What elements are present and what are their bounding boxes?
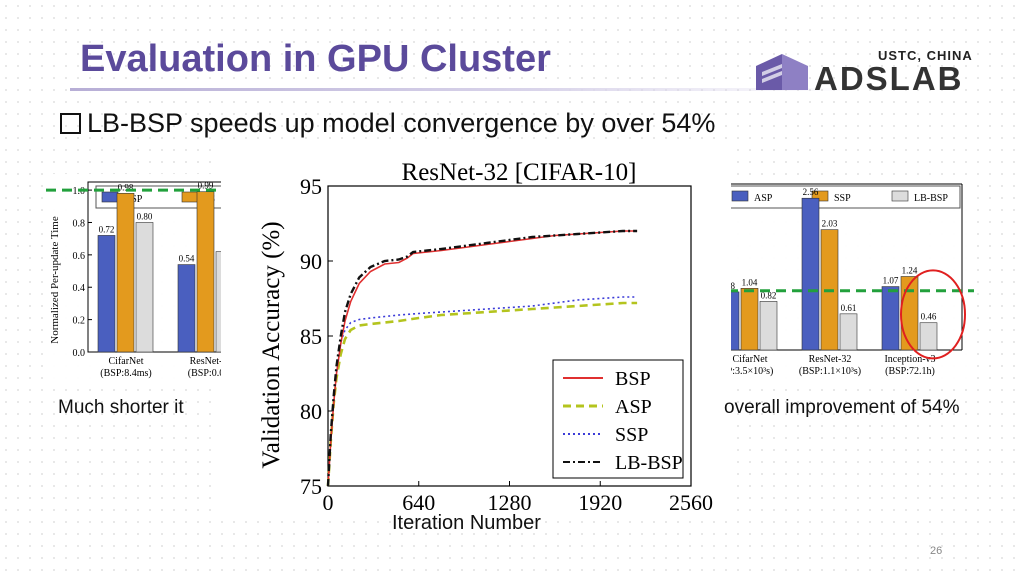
line-legend-label: LB-BSP: [615, 452, 683, 474]
right-bar-value-label: 98: [728, 281, 736, 291]
right-category-sublabel: P:3.5×10³s): [728, 366, 773, 377]
left-chart-ytick-label: 0.0: [73, 348, 86, 359]
highlight-circle: [900, 269, 966, 360]
bullet-text: LB-BSP speeds up model convergence by ov…: [87, 108, 716, 138]
line-chart-xtick-label: 0: [323, 490, 334, 515]
left-bar-value-label: 0.99: [198, 181, 214, 191]
right-legend-swatch: [891, 190, 909, 202]
line-series-lb-bsp: [326, 229, 638, 487]
right-legend-label: LB-BSP: [914, 193, 948, 204]
right-bar: [839, 313, 858, 351]
checkbox-bullet-icon: [60, 113, 81, 134]
left-bar: [97, 235, 116, 353]
right-category-label: ResNet-32: [809, 354, 852, 365]
left-bar: [177, 264, 196, 353]
left-bar: [116, 193, 135, 353]
left-bar-value-label: 0.72: [99, 224, 115, 234]
right-bar: [919, 322, 938, 351]
right-bar-value-label: 0.82: [761, 290, 777, 300]
line-legend-label: BSP: [615, 368, 651, 390]
line-chart: ResNet-32 [CIFAR-10] Validation Accuracy…: [221, 142, 731, 520]
slide-title: Evaluation in GPU Cluster: [80, 38, 551, 80]
bullet-point: LB-BSP speeds up model convergence by ov…: [60, 108, 715, 139]
logo-wordmark: ADSLAB: [814, 60, 964, 97]
line-legend-label: ASP: [615, 396, 652, 418]
left-chart-ytick-label: 0.4: [73, 283, 86, 294]
line-chart-ytick-label: 80: [300, 399, 322, 424]
line-chart-ytick-label: 90: [300, 249, 322, 274]
left-chart-ytick-label: 0.2: [73, 316, 86, 327]
line-series-asp: [326, 301, 638, 487]
line-chart-ytick-label: 85: [300, 324, 322, 349]
page-number: 26: [930, 545, 943, 557]
right-chart-legend: ASP SSP LB-BSP: [728, 185, 961, 209]
line-chart-ytick-label: 75: [300, 474, 322, 499]
right-category-label: CifarNet: [733, 354, 768, 365]
right-category-label: Inception-v3: [884, 354, 935, 365]
left-bar: [196, 191, 215, 353]
right-bar: [900, 276, 919, 351]
right-category-sublabel: (BSP:72.1h): [885, 366, 935, 377]
right-bar: [801, 197, 820, 351]
right-bar-value-label: 2.03: [822, 219, 838, 229]
caption-right: overall improvement of 54%: [724, 397, 960, 418]
right-bar: [740, 288, 759, 351]
right-legend-swatch: [731, 190, 749, 202]
left-chart-ytick-label: 0.8: [73, 218, 86, 229]
line-chart-ytick-label: 95: [300, 174, 322, 199]
left-bar: [135, 222, 154, 353]
left-category-label: ResNet-: [190, 356, 223, 367]
logo-subtitle: USTC, CHINA: [878, 48, 973, 63]
line-chart-xtick-label: 1920: [578, 490, 622, 515]
left-chart-ytick-label: 1.0: [73, 186, 86, 197]
line-legend-label: SSP: [615, 424, 648, 446]
line-series-ssp: [327, 296, 638, 487]
line-chart-legend: BSP ASP SSP LB-BSP: [552, 359, 684, 479]
left-legend-swatch: [181, 191, 199, 203]
line-chart-xtick-label: 2560: [669, 490, 713, 515]
left-category-sublabel: (BSP:8.4ms): [100, 368, 151, 379]
left-bar-chart: Normalized Per-update Time 0.0 0.2 0.4 0.6 0…: [46, 174, 236, 386]
left-legend-swatch: [101, 191, 119, 203]
right-bar-chart: ASP SSP LB-BSP 98 2.56 1.07 1.04 2.03 1.24 0.82 0.…: [728, 180, 974, 380]
right-bar-value-label: 1.24: [902, 265, 918, 275]
right-bar-value-label: 0.46: [921, 312, 937, 322]
adslab-logo-icon: [756, 54, 808, 90]
left-chart-ytick-label: 0.6: [73, 251, 86, 262]
right-legend-label: SSP: [834, 193, 851, 204]
right-category-sublabel: (BSP:1.1×10³s): [799, 366, 861, 377]
adslab-logo: USTC, CHINA ADSLAB: [752, 46, 1012, 97]
left-category-sublabel: (BSP:0.0: [188, 368, 224, 379]
x-axis-caption: Iteration Number: [392, 512, 541, 534]
line-legend-box: [552, 359, 684, 479]
caption-left: Much shorter it: [58, 397, 184, 418]
right-bar-value-label: 2.56: [803, 187, 819, 197]
right-bar-value-label: 1.07: [883, 276, 899, 286]
right-bar: [759, 301, 778, 351]
right-legend-label: ASP: [754, 193, 773, 204]
left-category-label: CifarNet: [109, 356, 144, 367]
left-chart-ylabel: Normalized Per-update Time: [49, 216, 61, 344]
right-bar: [881, 286, 900, 351]
line-chart-xtick-label: 1280: [488, 490, 532, 515]
line-chart-xtick-label: 640: [402, 490, 435, 515]
right-legend-swatch: [811, 190, 829, 202]
title-underline: [70, 88, 850, 91]
left-bar-value-label: 0.54: [179, 254, 195, 264]
left-chart-frame: [87, 181, 236, 353]
right-bar-value-label: 0.61: [841, 303, 857, 313]
right-bar-value-label: 1.04: [742, 277, 758, 287]
line-chart-ylabel: Validation Accuracy (%): [258, 221, 285, 468]
left-bar-value-label: 0.80: [137, 211, 153, 221]
left-bar-value-label: 0.98: [118, 182, 134, 192]
line-chart-title: ResNet-32 [CIFAR-10]: [402, 159, 637, 186]
